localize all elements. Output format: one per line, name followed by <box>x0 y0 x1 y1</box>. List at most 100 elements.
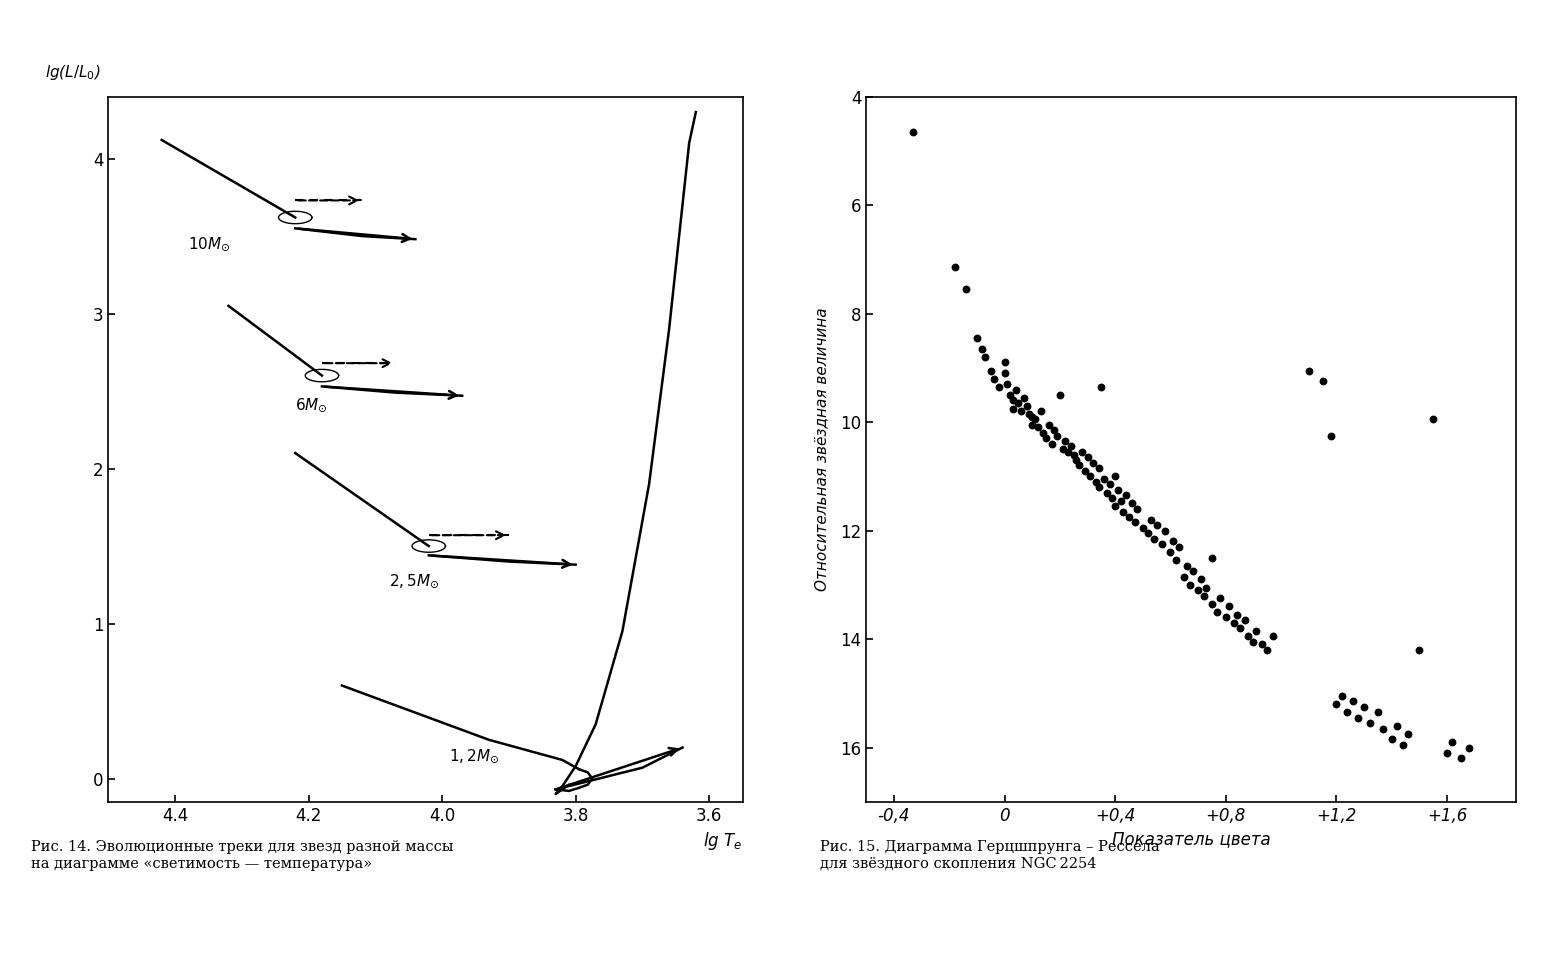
Point <box>1352 699 1377 715</box>
Point <box>992 355 1016 370</box>
Point <box>1083 474 1108 490</box>
Point <box>1125 501 1149 517</box>
Point <box>942 260 967 275</box>
Point <box>1149 536 1174 552</box>
Point <box>1122 515 1146 530</box>
Point <box>1131 520 1156 535</box>
Point <box>1153 523 1177 538</box>
Point <box>1341 694 1366 709</box>
Point <box>1069 444 1094 460</box>
Point <box>1111 504 1135 520</box>
Point <box>1001 401 1026 416</box>
Point <box>1097 477 1122 493</box>
Point <box>1061 447 1086 463</box>
Point <box>1380 731 1405 747</box>
Point <box>1036 417 1061 433</box>
Point <box>1233 612 1258 628</box>
Point <box>1163 553 1188 568</box>
Point <box>1310 374 1335 389</box>
Point <box>1329 689 1354 704</box>
Point <box>1357 716 1381 731</box>
Point <box>1086 479 1111 495</box>
Point <box>1117 509 1142 525</box>
Point <box>1106 482 1131 497</box>
Point <box>1040 436 1064 451</box>
Point <box>1089 379 1114 394</box>
Point <box>1371 721 1395 736</box>
Point <box>1191 588 1216 604</box>
Point <box>1029 404 1054 419</box>
Point <box>1448 751 1473 766</box>
Text: $10M_{\odot}$: $10M_{\odot}$ <box>189 235 231 253</box>
Point <box>1199 550 1224 565</box>
Point <box>1406 642 1431 658</box>
Point <box>1255 642 1279 658</box>
Point <box>1001 392 1026 408</box>
Point <box>1346 710 1371 725</box>
Point <box>900 125 925 140</box>
Point <box>1244 623 1269 639</box>
Point <box>1023 412 1047 427</box>
Point <box>1173 569 1197 584</box>
Point <box>978 363 1002 379</box>
Point <box>1177 577 1202 592</box>
Point <box>1391 737 1416 753</box>
Point <box>1236 629 1261 644</box>
Point <box>1086 461 1111 476</box>
Point <box>1222 615 1247 631</box>
Point <box>1216 599 1241 614</box>
Point <box>1145 518 1170 533</box>
X-axis label: Показатель цвета: Показатель цвета <box>1112 830 1270 848</box>
Point <box>1250 637 1275 652</box>
X-axis label: lg $T_e$: lg $T_e$ <box>704 830 743 852</box>
Point <box>1120 496 1145 511</box>
Point <box>1081 455 1106 470</box>
Point <box>1385 718 1409 733</box>
Point <box>998 387 1023 403</box>
Point <box>1015 398 1040 413</box>
Point <box>1318 428 1343 443</box>
Point <box>1019 417 1044 433</box>
Point <box>1054 434 1078 449</box>
Point <box>1434 745 1459 760</box>
Point <box>1457 740 1482 755</box>
Point <box>1395 726 1420 742</box>
Point <box>1324 696 1349 712</box>
Point <box>1009 404 1033 419</box>
Point <box>1108 493 1132 508</box>
Point <box>1094 485 1118 500</box>
Point <box>1208 590 1233 606</box>
Point <box>1078 469 1103 484</box>
Point <box>1026 420 1050 436</box>
Point <box>1047 387 1072 403</box>
Point <box>1058 439 1083 454</box>
Point <box>1185 582 1210 598</box>
Point <box>1016 407 1041 422</box>
Point <box>970 341 995 356</box>
Point <box>987 379 1012 394</box>
Point <box>1067 458 1092 473</box>
Point <box>1139 512 1163 527</box>
Point <box>1092 471 1117 487</box>
Point <box>1043 422 1067 438</box>
Point <box>1205 604 1230 619</box>
Point <box>1004 382 1029 397</box>
Y-axis label: Относительная звёздная величина: Относительная звёздная величина <box>814 307 829 591</box>
Point <box>1033 431 1058 446</box>
Point <box>1166 539 1191 554</box>
Point <box>1114 488 1139 503</box>
Text: $1,2M_{\odot}$: $1,2M_{\odot}$ <box>449 747 500 765</box>
Point <box>1050 441 1075 457</box>
Point <box>1030 425 1055 440</box>
Point <box>1135 526 1160 541</box>
Point <box>1174 558 1199 574</box>
Point <box>1241 634 1265 649</box>
Point <box>1188 572 1213 587</box>
Point <box>1055 444 1080 460</box>
Point <box>1160 533 1185 549</box>
Point <box>1199 596 1224 611</box>
Point <box>1100 491 1125 506</box>
Point <box>1064 452 1089 468</box>
Point <box>1366 704 1391 720</box>
Point <box>1194 580 1219 595</box>
